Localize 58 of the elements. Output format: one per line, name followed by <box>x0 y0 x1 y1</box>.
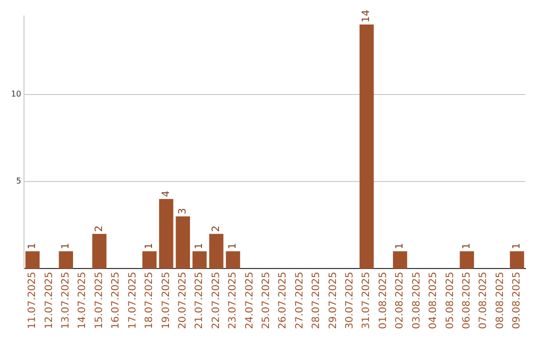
bar <box>192 251 207 269</box>
x-tick-label: 20.07.2025 <box>177 272 188 330</box>
data-label: 1 <box>27 242 38 250</box>
x-tick-label: 03.08.2025 <box>411 272 422 330</box>
bar <box>360 24 374 269</box>
x-tick-label: 09.08.2025 <box>512 272 523 330</box>
x-tick-label: 11.07.2025 <box>27 272 38 330</box>
data-label: 1 <box>394 242 406 250</box>
x-tick-label: 01.08.2025 <box>378 272 389 330</box>
x-tick-label: 12.07.2025 <box>44 272 55 330</box>
x-tick-label: 22.07.2025 <box>210 272 222 330</box>
x-tick-label: 26.07.2025 <box>278 272 289 330</box>
x-tick-label: 18.07.2025 <box>144 272 156 330</box>
x-tick-label: 24.07.2025 <box>244 272 256 330</box>
data-label: 1 <box>512 242 523 250</box>
x-tick-label: 29.07.2025 <box>328 272 339 330</box>
data-label: 3 <box>177 208 188 214</box>
bar <box>25 251 40 269</box>
x-tick-label: 02.08.2025 <box>394 272 406 330</box>
data-label: 1 <box>60 242 72 250</box>
bar <box>226 251 240 269</box>
x-tick-label: 15.07.2025 <box>94 272 105 330</box>
bar <box>392 251 408 269</box>
y-tick-label: 10 <box>10 89 22 98</box>
x-tick-label: 28.07.2025 <box>311 272 322 330</box>
bar <box>176 216 190 269</box>
data-label: 2 <box>210 225 222 232</box>
x-tick-label: 19.07.2025 <box>160 272 172 330</box>
bar <box>510 251 524 269</box>
bar <box>209 234 224 269</box>
x-tick-label: 21.07.2025 <box>194 272 206 330</box>
bar <box>142 251 157 269</box>
x-tick-label: 13.07.2025 <box>60 272 72 330</box>
x-tick-label: 31.07.2025 <box>361 272 372 330</box>
x-tick-label: 06.08.2025 <box>461 272 472 330</box>
x-tick-label: 16.07.2025 <box>110 272 122 330</box>
data-label: 14 <box>361 10 372 23</box>
bar <box>58 251 74 269</box>
x-tick-label: 14.07.2025 <box>77 272 88 330</box>
x-tick-label: 04.08.2025 <box>428 272 440 330</box>
data-label: 4 <box>160 190 172 197</box>
x-tick-label: 23.07.2025 <box>228 272 239 330</box>
x-tick-label: 25.07.2025 <box>261 272 272 330</box>
bar <box>159 198 174 269</box>
x-tick-label: 05.08.2025 <box>444 272 456 330</box>
data-label: 1 <box>194 242 206 250</box>
x-tick-label: 17.07.2025 <box>127 272 138 330</box>
x-tick-label: 07.08.2025 <box>478 272 490 330</box>
y-tick-label: 5 <box>16 176 22 186</box>
data-label: 2 <box>94 225 105 232</box>
data-label: 1 <box>228 242 239 250</box>
x-tick-label: 08.08.2025 <box>494 272 506 330</box>
data-label: 1 <box>461 242 472 250</box>
bar <box>92 234 106 269</box>
x-tick-label: 30.07.2025 <box>344 272 356 330</box>
x-tick-label: 27.07.2025 <box>294 272 306 330</box>
bar <box>460 251 474 269</box>
data-label: 1 <box>144 242 156 250</box>
